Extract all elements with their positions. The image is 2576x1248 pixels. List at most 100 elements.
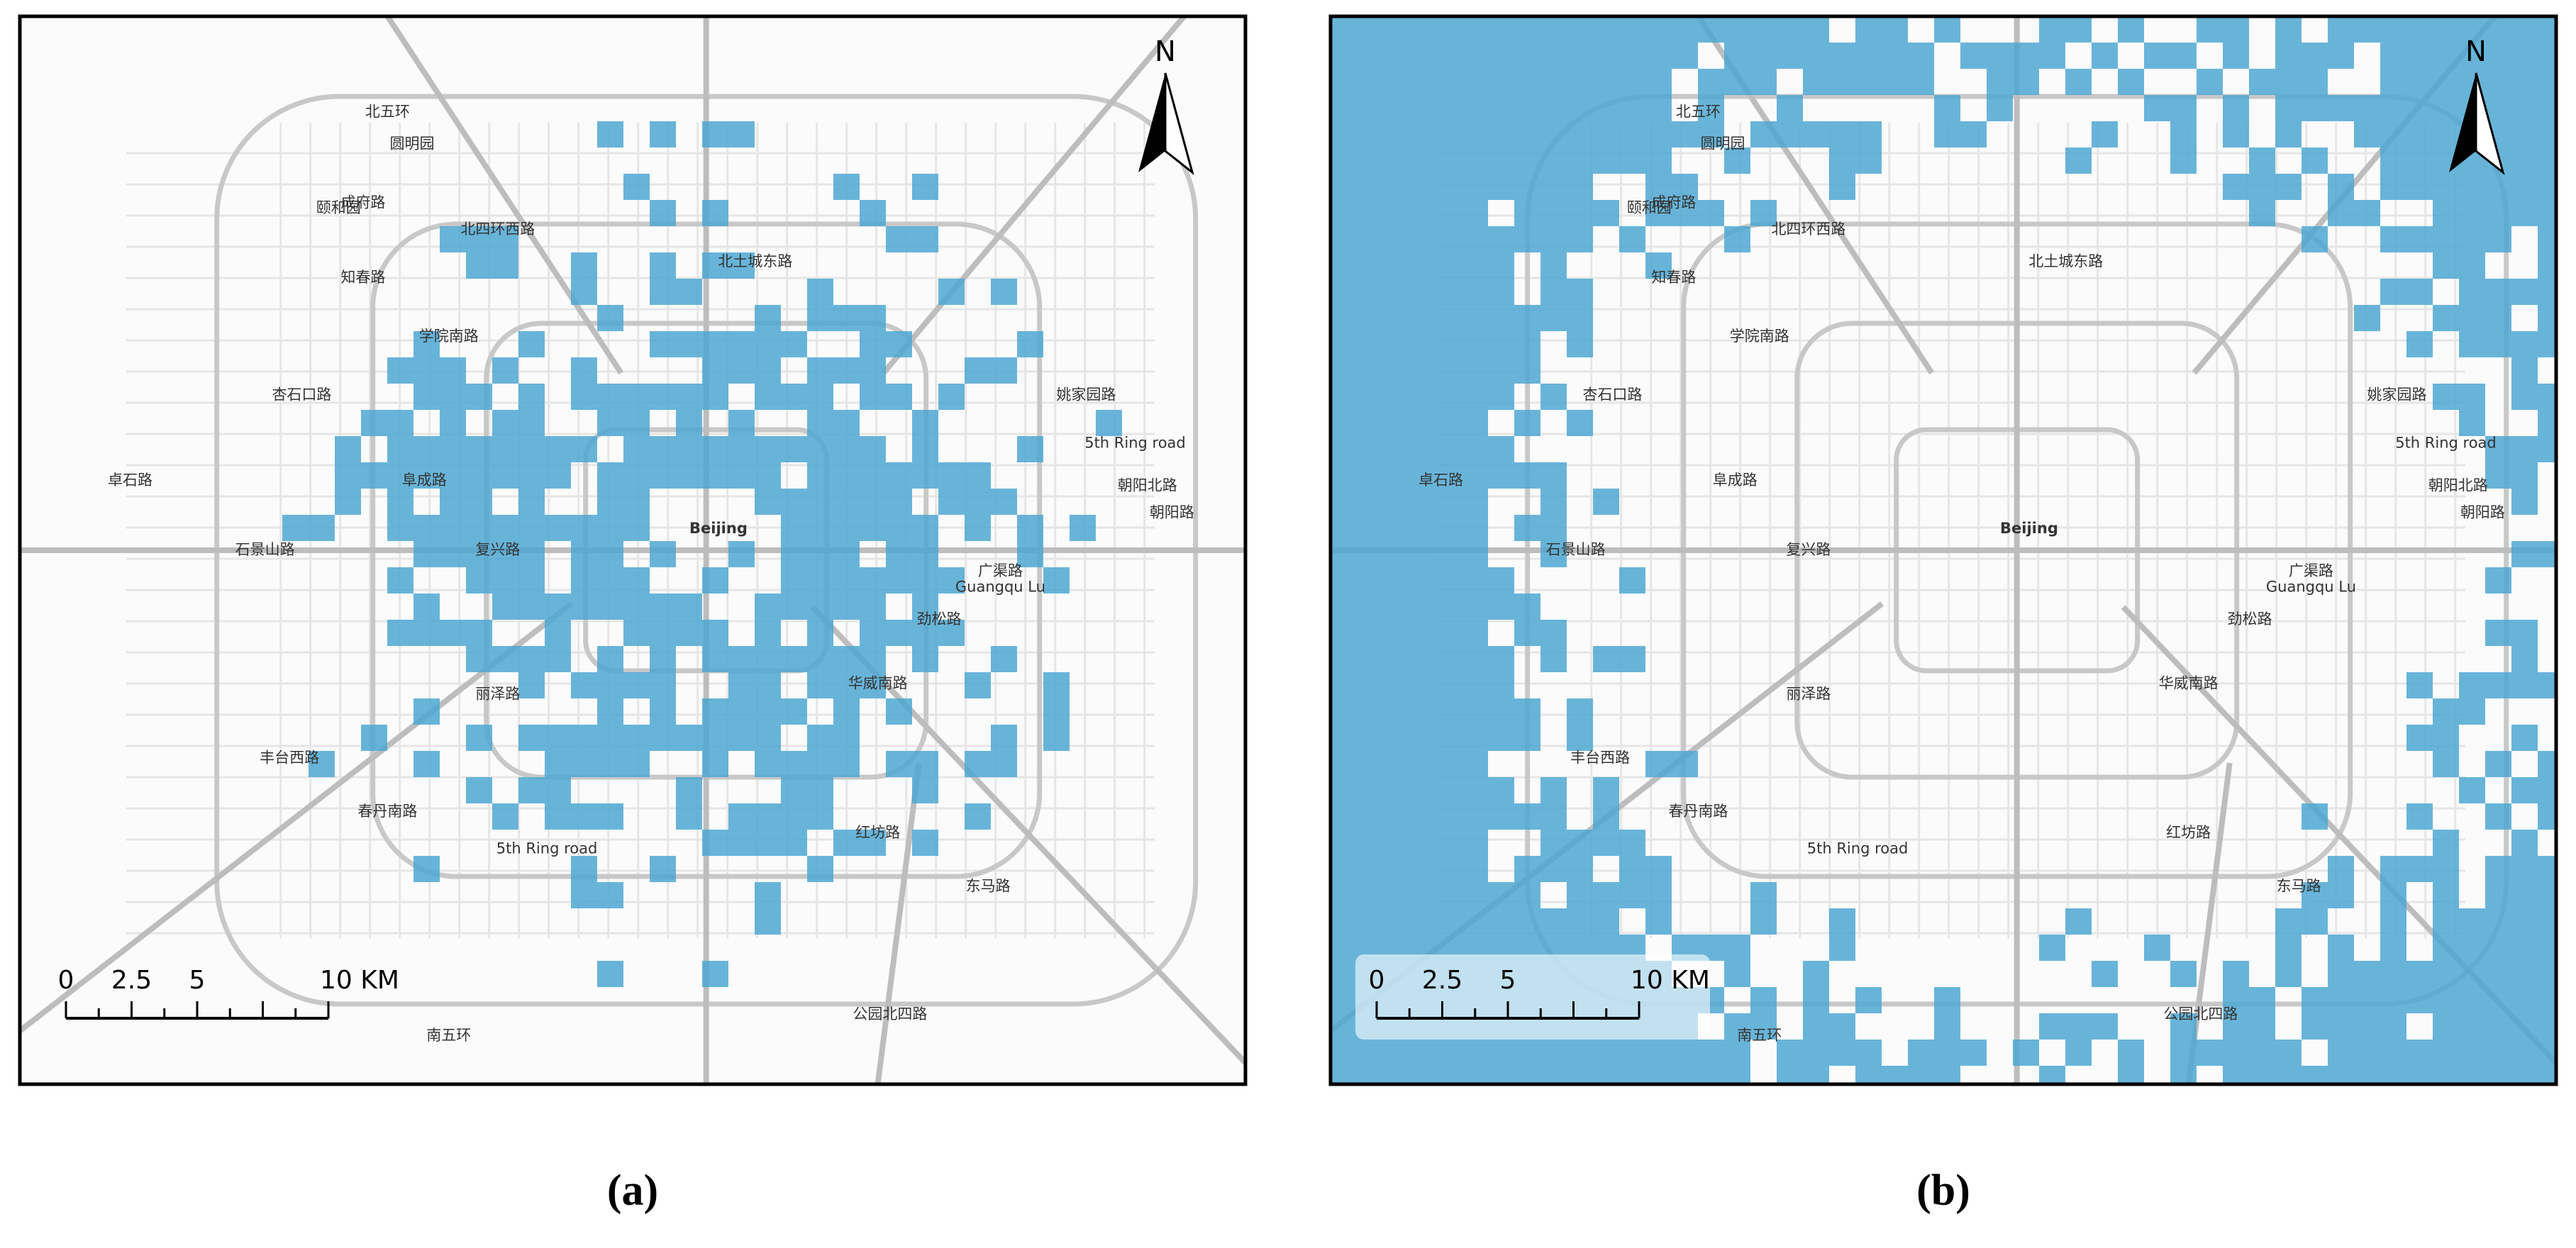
grid-cell <box>650 698 676 725</box>
grid-cell <box>755 672 781 698</box>
grid-cell <box>2406 95 2433 121</box>
grid-cell <box>1672 200 1698 226</box>
grid-cell <box>2538 252 2556 279</box>
grid-cell <box>571 567 597 594</box>
grid-cell <box>755 646 781 672</box>
grid-cell <box>676 436 702 462</box>
grid-cell <box>2406 279 2433 305</box>
grid-cell <box>1409 121 1436 147</box>
grid-cell <box>1436 95 1462 121</box>
grid-cell <box>991 725 1017 751</box>
grid-cell <box>1540 226 1567 252</box>
grid-cell <box>1043 698 1070 725</box>
grid-cell <box>1331 698 1357 725</box>
grid-cell <box>833 698 860 725</box>
grid-cell <box>755 751 781 777</box>
grid-cell <box>912 751 938 777</box>
grid-cell <box>1724 1013 1750 1040</box>
place-label: 公园北四路 <box>2163 1005 2238 1023</box>
grid-cell <box>1409 803 1436 830</box>
grid-cell <box>2459 200 2485 226</box>
grid-cell <box>1829 69 1855 95</box>
grid-cell <box>2485 226 2511 252</box>
grid-cell <box>466 620 492 646</box>
grid-cell <box>2406 16 2433 43</box>
grid-cell <box>1803 121 1829 147</box>
grid-cell <box>2433 1066 2459 1084</box>
grid-cell <box>413 698 440 725</box>
grid-cell <box>1514 620 1540 646</box>
grid-cell <box>518 672 545 698</box>
grid-cell <box>2275 908 2302 935</box>
grid-cell <box>1488 384 1514 410</box>
grid-cell <box>1462 252 1488 279</box>
grid-cell <box>755 594 781 620</box>
grid-cell <box>1096 410 1122 436</box>
grid-cell <box>991 357 1017 384</box>
place-label: 朝阳路 <box>1150 503 1194 520</box>
grid-cell <box>1436 16 1462 43</box>
grid-cell <box>1593 830 1619 856</box>
grid-cell <box>2433 961 2459 987</box>
grid-cell <box>1462 830 1488 856</box>
grid-cell <box>2433 882 2459 908</box>
grid-cell <box>912 541 938 567</box>
grid-cell <box>2511 147 2538 174</box>
grid-cell <box>1383 384 1409 410</box>
grid-cell <box>1514 226 1540 252</box>
grid-cell <box>938 567 965 594</box>
grid-cell <box>2538 436 2556 462</box>
grid-cell <box>1619 646 1645 672</box>
grid-cell <box>387 515 413 541</box>
grid-cell <box>886 462 912 489</box>
grid-cell <box>1383 357 1409 384</box>
grid-cell <box>1803 69 1829 95</box>
grid-cell <box>2275 961 2302 987</box>
grid-cell <box>1436 462 1462 489</box>
highway <box>385 16 624 375</box>
grid-cell <box>1698 16 1724 43</box>
grid-cell <box>597 541 623 567</box>
grid-cell <box>2092 121 2118 147</box>
grid-cell <box>912 567 938 594</box>
grid-cell <box>1383 908 1409 935</box>
grid-cell <box>2328 987 2354 1013</box>
grid-cell <box>1514 515 1540 541</box>
grid-cell <box>2511 777 2538 803</box>
grid-cell <box>2302 803 2328 830</box>
grid-cell <box>1908 69 1934 95</box>
grid-cell <box>728 252 755 279</box>
grid-cell <box>1462 698 1488 725</box>
grid-cell <box>623 567 650 594</box>
grid-cell <box>1750 987 1777 1013</box>
grid-cell <box>2511 16 2538 43</box>
grid-cell <box>1488 357 1514 384</box>
grid-cell <box>1409 357 1436 384</box>
grid-cell <box>1672 1040 1698 1066</box>
grid-cell <box>2380 987 2406 1013</box>
grid-cell <box>1934 121 1960 147</box>
grid-cell <box>1540 803 1567 830</box>
grid-cell <box>2380 43 2406 69</box>
grid-cell <box>2249 1040 2275 1066</box>
grid-cell <box>2485 935 2511 961</box>
grid-cell <box>2485 436 2511 462</box>
grid-cell <box>807 646 833 672</box>
grid-cell <box>1436 147 1462 174</box>
grid-cell <box>2538 147 2556 174</box>
grid-cell <box>1331 69 1357 95</box>
grid-cell <box>1645 200 1672 226</box>
grid-cell <box>1357 331 1383 357</box>
grid-cell <box>1488 777 1514 803</box>
grid-cell <box>886 567 912 594</box>
grid-cell <box>1383 121 1409 147</box>
grid-cell <box>1436 1040 1462 1066</box>
map-panel: Beijing Guangqu Lu 5th Ring road 5th Ring r… <box>18 14 1248 1086</box>
grid-cell <box>466 489 492 515</box>
grid-cell <box>807 541 833 567</box>
place-label: 朝阳北路 <box>1118 477 1177 494</box>
grid-cell <box>860 672 886 698</box>
grid-cell <box>938 462 965 489</box>
place-label: 学院南路 <box>419 328 479 345</box>
grid-cell <box>807 751 833 777</box>
